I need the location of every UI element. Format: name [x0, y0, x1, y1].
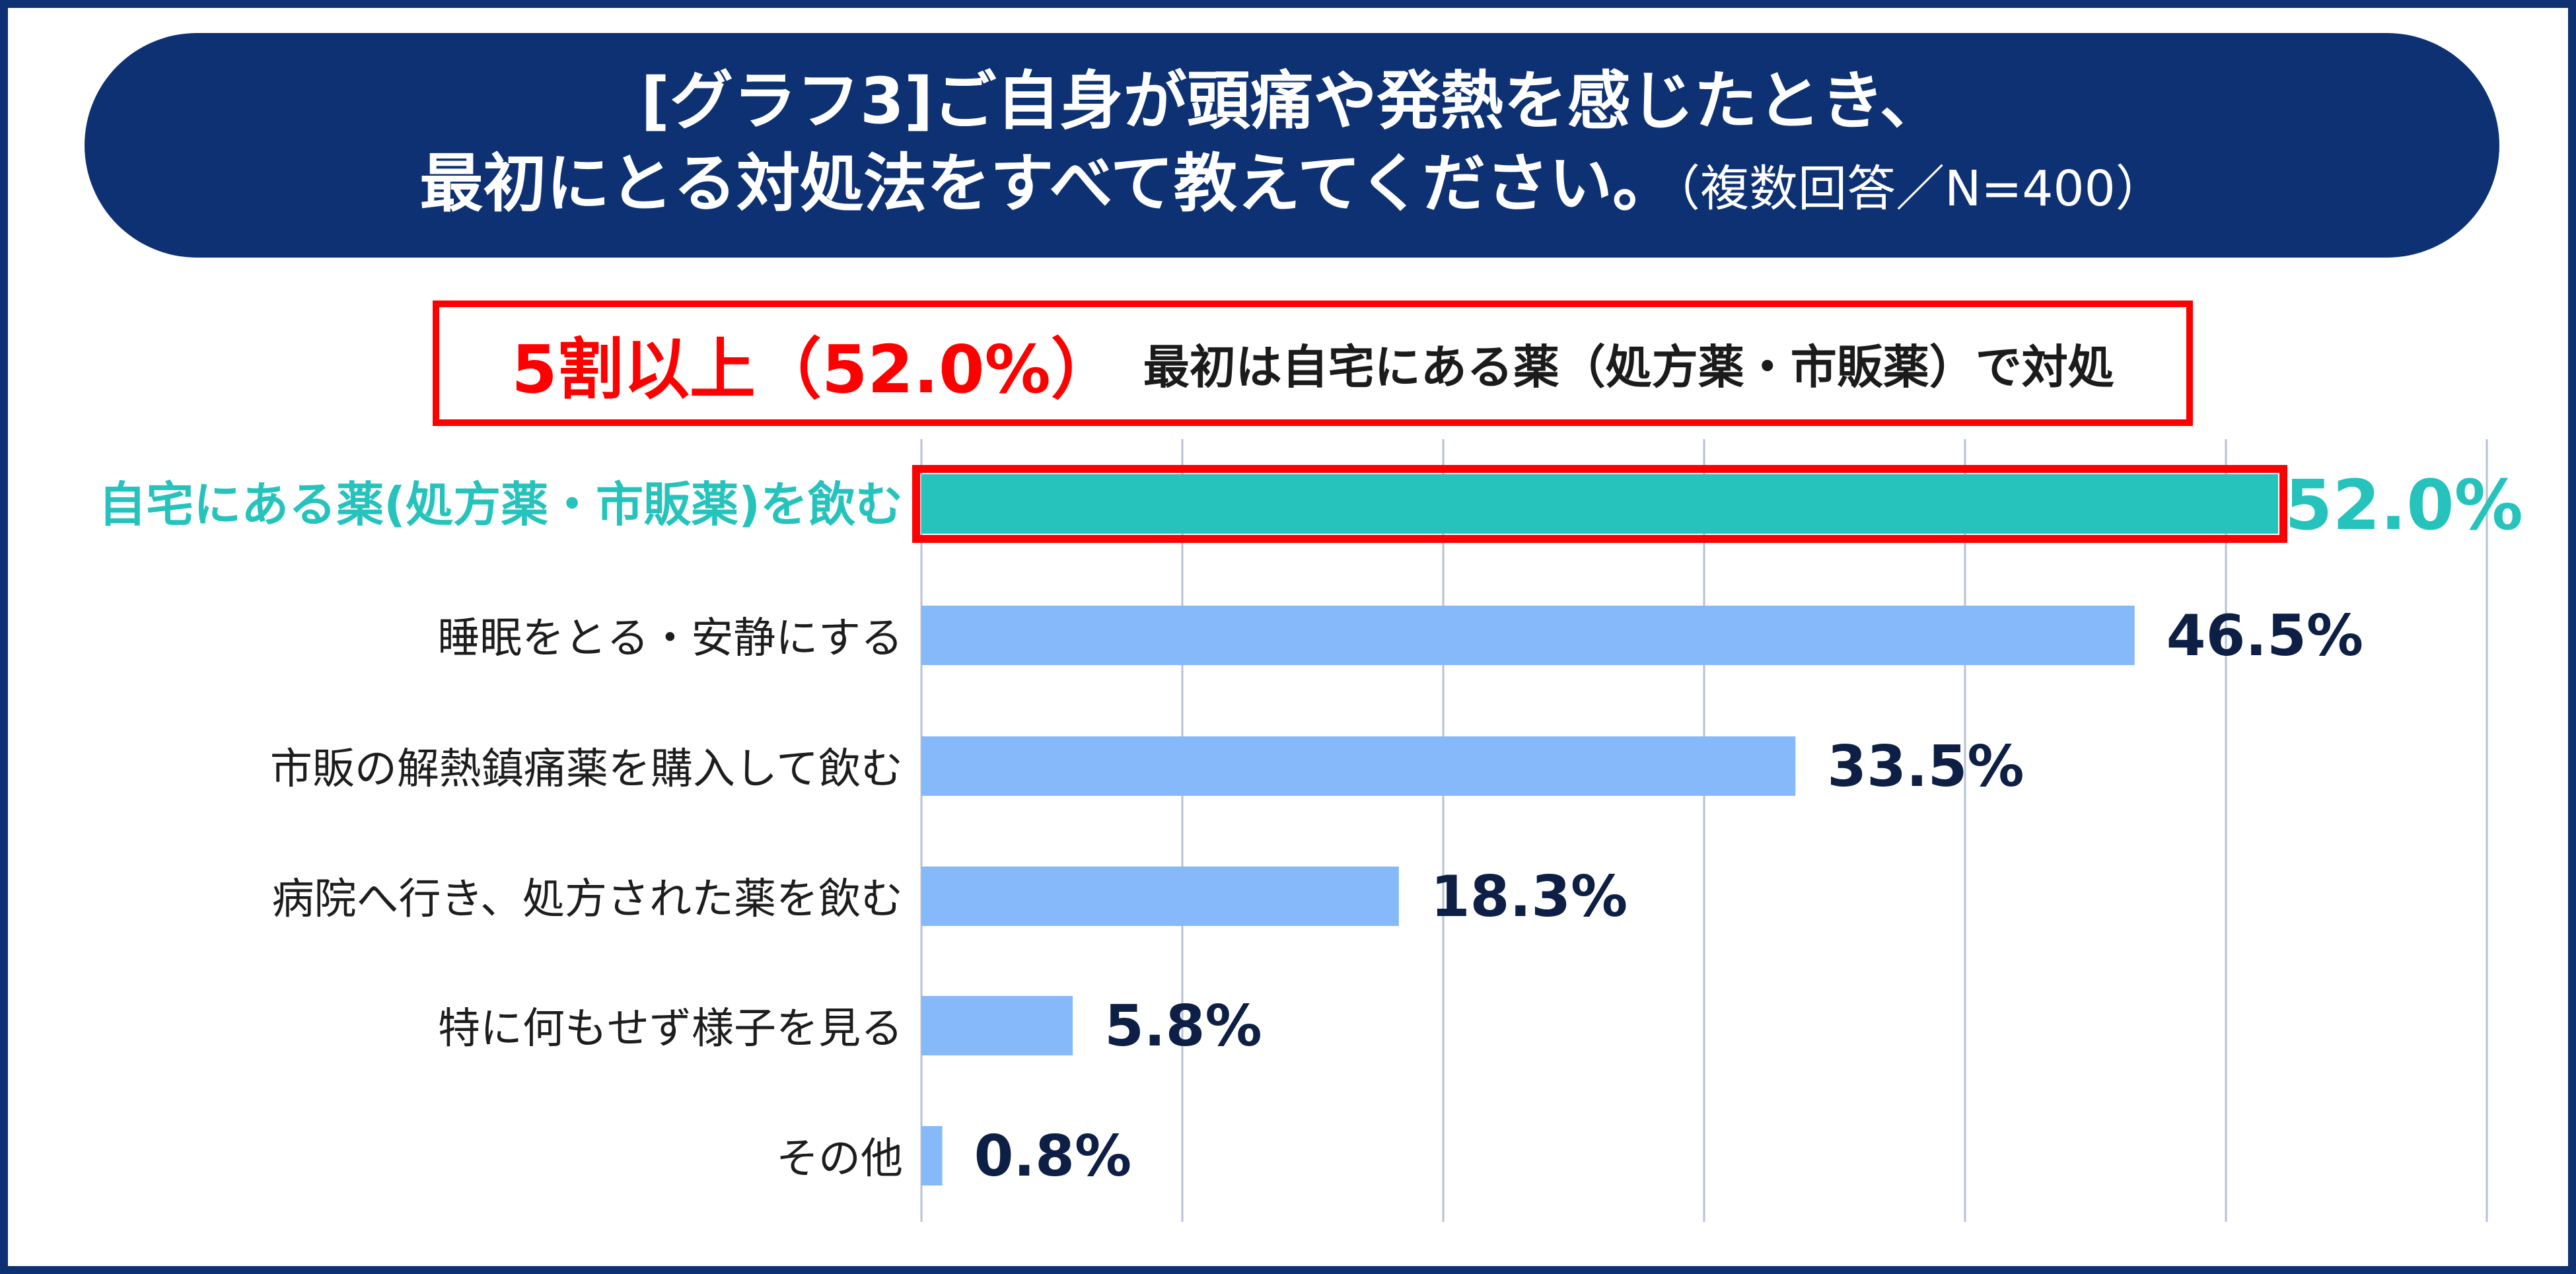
category-label: 病院へ行き、処方された薬を飲む — [271, 875, 903, 924]
category-label: 市販の解熱鎮痛薬を購入して飲む — [270, 745, 903, 794]
category-label: 睡眠をとる・安静にする — [437, 614, 903, 663]
value-label: 46.5% — [2166, 603, 2363, 669]
chart-title-line2-main: 最初にとる対処法をすべて教えてください。 — [419, 147, 1676, 221]
callout-text: 最初は自宅にある薬（処方薬・市販薬）で対処 — [1143, 339, 2114, 394]
bar — [921, 1126, 943, 1186]
value-label: 5.8% — [1104, 993, 1262, 1059]
value-label: 18.3% — [1431, 864, 1628, 930]
bar — [921, 606, 2135, 665]
bar — [921, 867, 1399, 926]
chart-title-line1: [グラフ3]ご自身が頭痛や発熱を感じたとき、 — [641, 64, 1943, 138]
value-label: 0.8% — [974, 1123, 1132, 1189]
bar — [921, 736, 1796, 796]
chart-title-note: （複数回答／N=400） — [1676, 160, 2165, 217]
highlight-callout: 5割以上（52.0%） 最初は自宅にある薬（処方薬・市販薬）で対処 — [433, 301, 2193, 426]
bar-highlight-outline — [912, 465, 2287, 543]
callout-highlight: 5割以上（52.0%） — [511, 330, 1117, 408]
value-label: 33.5% — [1827, 734, 2024, 800]
bar-highlighted — [921, 474, 2278, 534]
bar — [921, 996, 1073, 1055]
category-label: その他 — [776, 1135, 903, 1184]
title-banner: [グラフ3]ご自身が頭痛や発熱を感じたとき、 最初にとる対処法をすべて教えてくだ… — [85, 33, 2499, 258]
category-label: 特に何もせず様子を見る — [438, 1005, 903, 1053]
value-label: 52.0% — [2285, 465, 2523, 546]
chart-title-line2: 最初にとる対処法をすべて教えてください。（複数回答／N=400） — [419, 143, 2164, 230]
category-label: 自宅にある薬(処方薬・市販薬)を飲む — [98, 477, 903, 532]
